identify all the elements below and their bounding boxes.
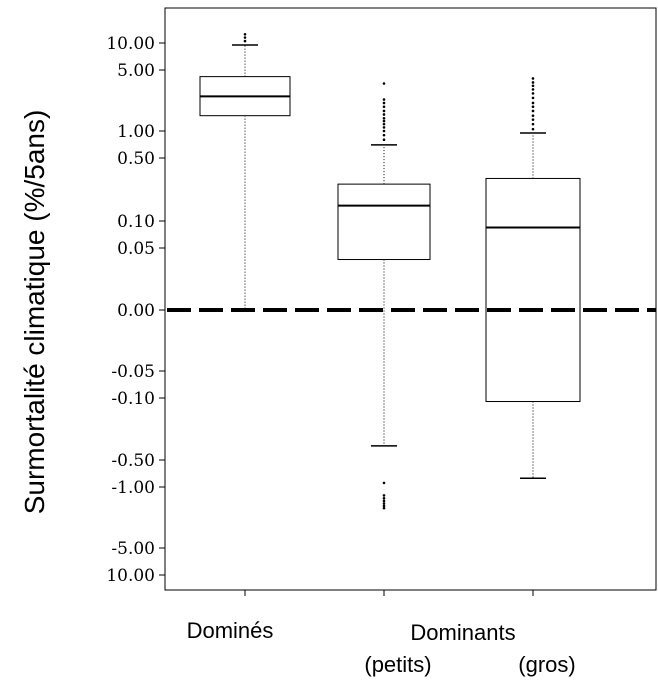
outlier-point — [531, 109, 535, 113]
y-tick-label: 1.00 — [117, 122, 155, 142]
outlier-point — [382, 113, 386, 116]
outlier-point — [531, 77, 535, 80]
outlier-point — [382, 129, 386, 133]
y-axis-label: Surmortalité climatique (%/5ans) — [19, 110, 50, 515]
outlier-point — [382, 122, 386, 126]
interquartile-box — [485, 177, 581, 403]
y-tick-label: 0.10 — [117, 212, 155, 232]
box-group — [337, 82, 431, 510]
outlier-point — [531, 96, 535, 100]
outlier-point — [382, 82, 386, 85]
x-axis: Dominés Dominants (petits) (gros) — [187, 590, 576, 677]
outlier-point — [531, 105, 535, 109]
outlier-point — [382, 119, 386, 123]
outlier-point — [382, 116, 386, 120]
outlier-point — [531, 114, 535, 117]
outlier-point — [531, 122, 535, 126]
y-tick-label: 0.00 — [117, 301, 155, 321]
outlier-point — [382, 506, 386, 510]
outlier-point — [531, 88, 535, 91]
outlier-point — [243, 39, 247, 43]
y-tick-label: -0.50 — [111, 451, 155, 471]
box-group — [485, 77, 581, 480]
y-tick-label: -0.10 — [111, 389, 155, 409]
outlier-point — [382, 109, 386, 113]
outlier-point — [382, 138, 386, 142]
y-tick-label: 0.05 — [117, 239, 155, 259]
outlier-point — [531, 84, 535, 88]
outlier-point — [382, 494, 386, 497]
outlier-point — [382, 481, 386, 485]
outlier-point — [531, 127, 535, 131]
x-category-sublabel: (gros) — [518, 652, 575, 677]
boxes — [199, 33, 581, 510]
y-tick-label: 10.00 — [106, 34, 155, 54]
y-tick-label: 10.00 — [106, 566, 155, 586]
outlier-point — [531, 118, 535, 121]
outlier-point — [243, 36, 247, 39]
outlier-point — [531, 81, 535, 84]
outlier-point — [382, 133, 386, 137]
interquartile-box — [337, 183, 431, 261]
outlier-point — [382, 499, 386, 503]
outlier-point — [382, 126, 386, 129]
y-axis: 10.00 5.00 1.00 0.50 0.10 0.05 0.00 -0.05 -0.10 -… — [106, 34, 165, 586]
x-category-label: Dominants — [410, 620, 515, 645]
outlier-point — [382, 105, 386, 109]
outlier-point — [382, 98, 386, 101]
outlier-point — [243, 33, 247, 36]
outlier-point — [531, 92, 535, 95]
y-tick-label: -0.05 — [111, 362, 155, 382]
outlier-point — [382, 101, 386, 105]
x-category-label: Dominés — [187, 618, 274, 643]
outlier-point — [382, 497, 386, 500]
outlier-point — [382, 502, 386, 505]
x-category-sublabel: (petits) — [364, 652, 431, 677]
y-tick-label: 0.50 — [117, 149, 155, 169]
outlier-point — [531, 101, 535, 105]
outlier-point — [382, 504, 386, 508]
plot-frame — [164, 7, 657, 591]
y-tick-label: -1.00 — [111, 478, 155, 498]
y-tick-label: -5.00 — [111, 539, 155, 559]
box-group — [199, 33, 291, 310]
y-tick-label: 5.00 — [117, 61, 155, 81]
